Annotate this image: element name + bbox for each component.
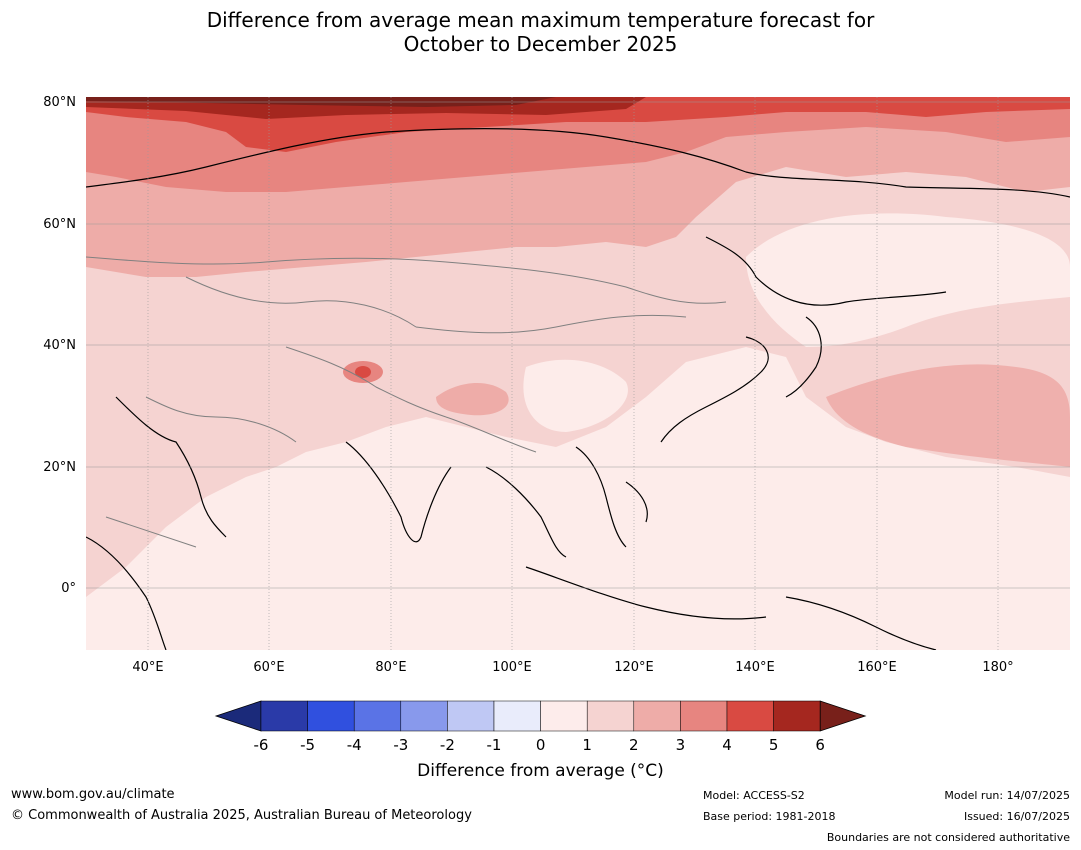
- model-run-text: Model run: 14/07/2025: [944, 789, 1070, 802]
- title-line-1: Difference from average mean maximum tem…: [206, 8, 875, 32]
- map-title: Difference from average mean maximum tem…: [0, 8, 1081, 56]
- copyright-text: © Commonwealth of Australia 2025, Austra…: [11, 808, 472, 823]
- colorbar-tick-label: -3: [393, 736, 409, 754]
- lat-label-80n: 80°N: [43, 95, 76, 110]
- lon-label-160e: 160°E: [857, 660, 897, 675]
- forecast-map: [86, 97, 1070, 650]
- colorbar-segment: [400, 700, 448, 732]
- colorbar-segments: [214, 700, 867, 732]
- colorbar-segment: [493, 700, 541, 732]
- lon-label-80e: 80°E: [375, 660, 407, 675]
- colorbar-segment: [680, 700, 728, 732]
- website-link[interactable]: www.bom.gov.au/climate: [11, 787, 175, 802]
- lat-label-40n: 40°N: [43, 338, 76, 353]
- anomaly-region-0-1-ne: [746, 213, 1070, 347]
- base-period-text: Base period: 1981-2018: [703, 810, 836, 823]
- disclaimer-text: Boundaries are not considered authoritat…: [826, 831, 1070, 844]
- colorbar-segment: [307, 700, 355, 732]
- colorbar-segment: [586, 700, 635, 732]
- lon-label-120e: 120°E: [614, 660, 654, 675]
- colorbar-tick-label: -1: [486, 736, 502, 754]
- lon-label-60e: 60°E: [253, 660, 285, 675]
- lat-label-0: 0°: [61, 581, 76, 596]
- lat-label-60n: 60°N: [43, 217, 76, 232]
- colorbar-tick-label: 5: [768, 736, 779, 754]
- colorbar-tick-label: 0: [535, 736, 546, 754]
- colorbar-tick-label: -4: [346, 736, 362, 754]
- colorbar-title: Difference from average (°C): [417, 761, 664, 781]
- coastlines: [86, 128, 1070, 650]
- colorbar-tick-label: -6: [253, 736, 269, 754]
- colorbar-segment: [260, 700, 308, 732]
- colorbar-segment: [726, 700, 774, 732]
- model-text: Model: ACCESS-S2: [703, 789, 805, 802]
- lon-label-100e: 100°E: [492, 660, 532, 675]
- colorbar-tick-label: -5: [300, 736, 316, 754]
- colorbar-tick-label: 3: [675, 736, 686, 754]
- graticule: [86, 97, 1070, 650]
- colorbar-segment: [447, 700, 495, 732]
- lat-label-20n: 20°N: [43, 460, 76, 475]
- colorbar-low-extend: [214, 700, 262, 732]
- map-canvas: [86, 97, 1070, 650]
- colorbar-segment: [353, 700, 402, 732]
- lon-label-140e: 140°E: [735, 660, 775, 675]
- colorbar-tick-label: 4: [722, 736, 732, 754]
- anomaly-region-0-1-sea: [523, 359, 628, 432]
- country-borders: [86, 256, 727, 548]
- anomaly-region-2-3-tibet: [436, 382, 509, 416]
- colorbar-tick-label: -2: [439, 736, 455, 754]
- lon-label-180: 180°: [982, 660, 1014, 675]
- title-line-2: October to December 2025: [403, 32, 678, 56]
- anomaly-region-2-3-pacific: [826, 364, 1070, 467]
- colorbar-tick-label: 6: [815, 736, 825, 754]
- colorbar-segment: [633, 700, 681, 732]
- issued-text: Issued: 16/07/2025: [963, 810, 1070, 823]
- hotspot-core: [355, 366, 371, 378]
- colorbar-tick-label: 2: [629, 736, 639, 754]
- colorbar-segment: [540, 700, 588, 732]
- colorbar-high-extend: [819, 700, 867, 732]
- colorbar-segment: [773, 700, 821, 732]
- colorbar-tick-label: 1: [582, 736, 592, 754]
- lon-label-40e: 40°E: [132, 660, 164, 675]
